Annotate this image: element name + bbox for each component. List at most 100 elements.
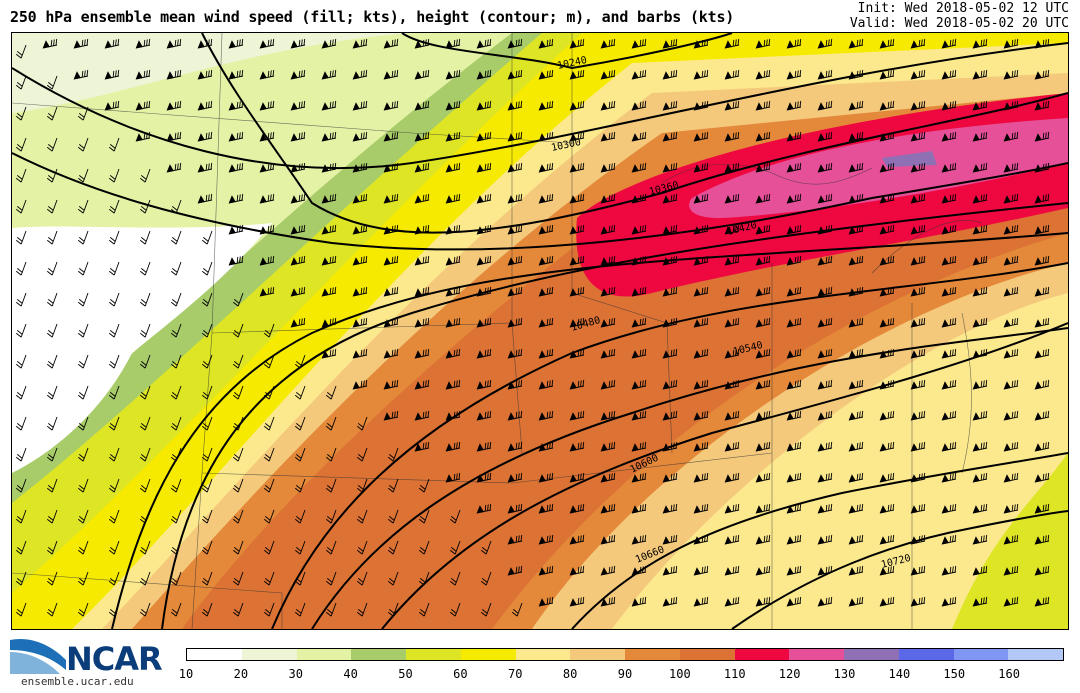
colorbar-tick-label: 120 — [778, 667, 801, 681]
wind-barb — [476, 100, 492, 111]
wind-barb — [569, 317, 585, 328]
wind-barb — [321, 348, 337, 359]
wind-barb — [352, 224, 368, 235]
wind-barb — [817, 69, 833, 80]
wind-barb — [77, 230, 89, 245]
wind-barb — [507, 286, 523, 297]
wind-barb — [259, 38, 275, 49]
wind-barb — [476, 348, 492, 359]
wind-barb — [538, 255, 554, 266]
colorbar — [186, 648, 1064, 661]
wind-barb — [569, 100, 585, 111]
colorbar-tick-label: 20 — [233, 667, 249, 681]
wind-barb — [170, 540, 182, 555]
wind-barb — [507, 100, 523, 111]
wind-barb — [631, 162, 647, 173]
wind-barb — [848, 565, 864, 576]
wind-barb — [139, 447, 151, 462]
wind-barb — [910, 317, 926, 328]
wind-barb — [910, 565, 926, 576]
wind-barb — [910, 596, 926, 607]
wind-barb — [290, 224, 306, 235]
wind-barb — [786, 441, 802, 452]
wind-barb — [507, 441, 523, 452]
wind-barb — [201, 540, 213, 555]
wind-barb — [139, 261, 151, 276]
wind-barb — [724, 596, 740, 607]
wind-barb — [15, 478, 27, 493]
wind-barb — [972, 131, 988, 142]
wind-barb — [201, 571, 213, 586]
wind-barb — [786, 255, 802, 266]
wind-barb — [139, 385, 151, 400]
wind-barb — [166, 100, 182, 111]
wind-barb — [232, 354, 244, 369]
wind-barb — [662, 317, 678, 328]
wind-barb — [228, 162, 244, 173]
wind-barb — [600, 224, 616, 235]
wind-barb — [383, 131, 399, 142]
wind-barb — [507, 503, 523, 514]
wind-barb — [817, 38, 833, 49]
wind-barb — [135, 131, 151, 142]
wind-barb — [538, 503, 554, 514]
wind-barb — [941, 472, 957, 483]
wind-barb — [879, 100, 895, 111]
wind-barb — [507, 193, 523, 204]
wind-barb — [1003, 100, 1019, 111]
wind-barb — [755, 193, 771, 204]
wind-barb — [755, 69, 771, 80]
wind-barb — [445, 224, 461, 235]
wind-barb — [263, 478, 275, 493]
wind-barb — [170, 416, 182, 431]
wind-barb — [1003, 565, 1019, 576]
wind-barb — [1003, 286, 1019, 297]
wind-barb — [941, 255, 957, 266]
wind-barb — [259, 69, 275, 80]
wind-barb — [259, 100, 275, 111]
wind-barb — [108, 416, 120, 431]
wind-barb — [662, 255, 678, 266]
wind-barb — [879, 565, 895, 576]
wind-barb — [321, 69, 337, 80]
wind-barb — [232, 447, 244, 462]
wind-barb — [1034, 379, 1050, 390]
wind-barb — [1003, 379, 1019, 390]
wind-barb — [108, 447, 120, 462]
wind-barb — [77, 292, 89, 307]
wind-barb — [755, 317, 771, 328]
wind-barb — [325, 478, 337, 493]
colorbar-tick-label: 60 — [453, 667, 468, 681]
wind-barb — [755, 38, 771, 49]
wind-barb — [631, 348, 647, 359]
wind-barb — [15, 571, 27, 586]
wind-barb — [600, 193, 616, 204]
wind-barb — [569, 565, 585, 576]
wind-barb — [631, 534, 647, 545]
wind-barb — [631, 441, 647, 452]
wind-barb — [290, 162, 306, 173]
wind-barb — [135, 38, 151, 49]
wind-barb — [1034, 410, 1050, 421]
wind-barb — [449, 602, 461, 617]
wind-barb — [662, 193, 678, 204]
wind-barb — [1003, 131, 1019, 142]
wind-barb — [480, 571, 492, 586]
map-panel[interactable]: 10240 10300 10360 10420 10480 10540 1060… — [11, 32, 1069, 630]
wind-barb — [201, 292, 213, 307]
wind-barb — [631, 193, 647, 204]
wind-barb — [201, 323, 213, 338]
wind-barb — [941, 286, 957, 297]
wind-barb — [631, 286, 647, 297]
wind-barb — [600, 38, 616, 49]
wind-barb — [449, 571, 461, 586]
wind-barb — [139, 571, 151, 586]
wind-barb — [445, 162, 461, 173]
wind-barb — [263, 354, 275, 369]
wind-barb — [817, 348, 833, 359]
wind-barb — [228, 193, 244, 204]
wind-barb — [383, 348, 399, 359]
wind-barb — [848, 255, 864, 266]
wind-barb — [786, 410, 802, 421]
wind-barb — [941, 162, 957, 173]
